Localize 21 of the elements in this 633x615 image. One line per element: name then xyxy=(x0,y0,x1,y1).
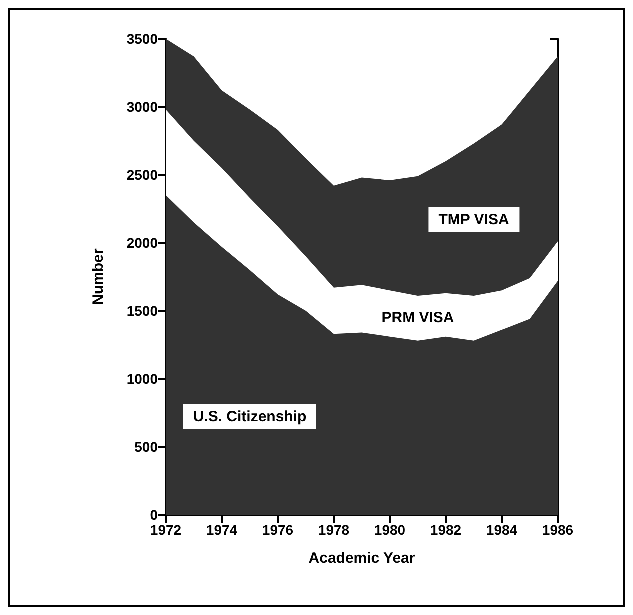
series-label: U.S. Citizenship xyxy=(183,404,317,430)
y-tick-label: 0 xyxy=(150,507,158,523)
y-tick-label: 2500 xyxy=(126,167,158,183)
y-tick-label: 2000 xyxy=(126,235,158,251)
x-tick-label: 1986 xyxy=(542,522,574,538)
y-tick-label: 1500 xyxy=(126,303,158,319)
x-tick-label: 1978 xyxy=(318,522,350,538)
y-axis-title: Number xyxy=(90,248,107,306)
x-tick-label: 1972 xyxy=(150,522,182,538)
x-tick-label: 1984 xyxy=(486,522,518,538)
series-label: TMP VISA xyxy=(428,207,520,232)
x-tick-label: 1982 xyxy=(430,522,462,538)
x-tick-label: 1976 xyxy=(262,522,294,538)
y-tick-label: 3500 xyxy=(126,31,158,47)
y-tick-label: 1000 xyxy=(126,371,158,387)
series-label: PRM VISA xyxy=(372,306,464,331)
y-tick-label: 3000 xyxy=(126,99,158,115)
y-tick-label: 500 xyxy=(134,439,158,455)
x-tick-label: 1980 xyxy=(374,522,406,538)
x-tick-label: 1974 xyxy=(206,522,238,538)
x-axis-title: Academic Year xyxy=(308,550,416,567)
